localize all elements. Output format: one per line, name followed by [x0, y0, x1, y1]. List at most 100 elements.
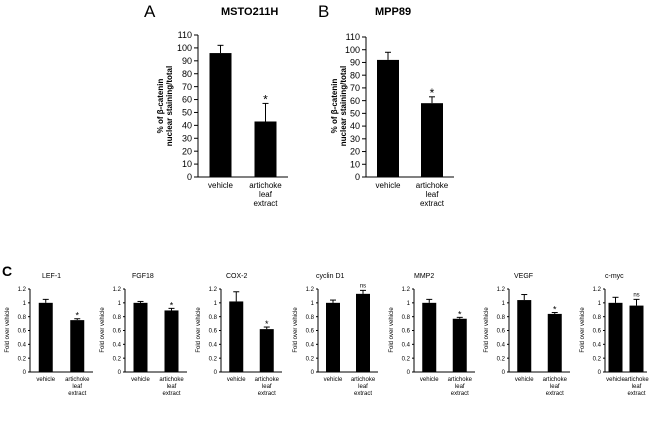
y-axis-label: % of β-cateninnuclear staining/total: [156, 66, 174, 146]
y-tick-label: 100: [345, 45, 360, 55]
bar: [70, 320, 85, 372]
bar: [422, 302, 437, 372]
y-tick-label: 1: [311, 301, 315, 307]
chart-title: VEGF: [514, 273, 533, 280]
bar: [547, 313, 562, 372]
x-tick-label: extract: [68, 391, 86, 397]
x-tick-label: leaf: [455, 384, 465, 390]
chart-cox2: COX-2 Fold over vehicle 0 0.2 0.4 0.6 0.8 1 1.2 v…: [196, 273, 282, 397]
x-tick-label: vehicle: [208, 181, 233, 190]
y-tick-label: 10: [350, 159, 360, 169]
x-tick-label: vehicle: [324, 377, 343, 383]
y-tick-label: 1.2: [593, 287, 602, 293]
y-axis-label: Fold over vehicle: [196, 307, 202, 353]
bar: [608, 302, 623, 372]
y-tick-label: 1: [502, 301, 506, 307]
x-tick-label: leaf: [167, 384, 177, 390]
y-tick-label: 1.2: [18, 287, 27, 293]
y-tick-label: 1.2: [497, 287, 506, 293]
x-tick-label: leaf: [550, 384, 560, 390]
charts-group: MSTO211H % of β-cateninnuclear staining/t…: [5, 6, 649, 397]
x-tick-label: extract: [546, 391, 564, 397]
y-tick-label: 0.6: [497, 329, 506, 335]
bar: [229, 301, 244, 372]
y-axis-label: Fold over vehicle: [293, 307, 299, 353]
significance-asterisk: *: [553, 305, 557, 315]
x-tick-label: extract: [162, 391, 180, 397]
y-tick-label: 0.4: [593, 342, 602, 348]
y-tick-label: 0.2: [497, 356, 506, 362]
y-tick-label: 1.2: [113, 287, 122, 293]
y-tick-label: 1.2: [306, 287, 315, 293]
y-tick-label: 1: [23, 301, 27, 307]
y-tick-label: 0.8: [497, 315, 506, 321]
x-tick-label: leaf: [632, 384, 642, 390]
y-tick-label: 0.8: [18, 315, 27, 321]
y-tick-label: 1: [407, 301, 411, 307]
x-tick-label: extract: [354, 391, 372, 397]
x-tick-label: leaf: [426, 190, 440, 199]
x-tick-label: vehicle: [515, 377, 534, 383]
y-tick-label: 80: [182, 69, 192, 79]
bar: [259, 329, 274, 372]
y-tick-label: 60: [350, 96, 360, 106]
bar: [356, 293, 370, 372]
y-tick-label: 0: [214, 370, 218, 376]
y-tick-label: 0.6: [18, 329, 27, 335]
chart-title: MSTO211H: [221, 6, 278, 18]
bar: [254, 121, 277, 177]
chart-lef1: LEF-1 Fold over vehicle 0 0.2 0.4 0.6 0.8 1 1.2 v…: [5, 273, 93, 397]
y-tick-label: 1: [214, 301, 218, 307]
y-tick-label: 60: [182, 95, 192, 105]
x-tick-label: vehicle: [376, 181, 401, 190]
x-tick-label: vehicle: [606, 377, 625, 383]
y-tick-label: 80: [350, 70, 360, 80]
y-axis-label: % of β-cateninnuclear staining/total: [330, 66, 348, 146]
x-tick-label: extract: [451, 391, 469, 397]
chart-cyclind1: cyclin D1 Fold over vehicle 0 0.2 0.4 0.6 0.8 1…: [293, 273, 378, 397]
y-tick-label: 110: [346, 32, 360, 42]
y-tick-label: 0.4: [497, 342, 506, 348]
chart-title: MPP89: [375, 6, 411, 18]
y-tick-label: 1: [118, 301, 122, 307]
significance-asterisk: *: [75, 311, 79, 321]
y-tick-label: 70: [350, 83, 360, 93]
y-tick-label: 0: [311, 370, 315, 376]
y-tick-label: 30: [350, 134, 360, 144]
x-tick-label: extract: [627, 391, 645, 397]
y-tick-label: 50: [182, 108, 192, 118]
y-axis-label-line: Fold over vehicle: [196, 307, 202, 353]
chart-vegf: VEGF Fold over vehicle 0 0.2 0.4 0.6 0.8 1 1.2 ve…: [484, 273, 570, 397]
significance-asterisk: *: [458, 309, 462, 319]
y-tick-label: 0.2: [402, 356, 411, 362]
chart-msto211h: MSTO211H % of β-cateninnuclear staining/t…: [156, 6, 288, 208]
y-tick-label: 0.6: [593, 329, 602, 335]
significance-ns: ns: [633, 292, 639, 298]
y-axis-label-line: Fold over vehicle: [389, 307, 395, 353]
y-axis-label-line: Fold over vehicle: [100, 307, 106, 353]
panel-letter-c: C: [2, 263, 12, 279]
y-tick-label: 30: [182, 133, 192, 143]
x-tick-label: artichoke: [448, 377, 473, 383]
chart-title: COX-2: [226, 273, 248, 280]
y-tick-label: 20: [182, 146, 192, 156]
bar: [164, 310, 179, 372]
y-tick-label: 0.2: [18, 356, 27, 362]
y-tick-label: 1.2: [402, 287, 411, 293]
bar: [452, 318, 467, 372]
y-tick-label: 50: [350, 109, 360, 119]
significance-asterisk: *: [265, 319, 269, 329]
chart-title: MMP2: [414, 273, 434, 280]
y-axis-label-line: nuclear staining/total: [165, 66, 174, 146]
y-axis-label-line: nuclear staining/total: [339, 66, 348, 146]
x-tick-label: leaf: [259, 190, 273, 199]
y-axis-label: Fold over vehicle: [389, 307, 395, 353]
chart-title: cyclin D1: [316, 273, 345, 280]
y-tick-label: 0.2: [113, 356, 122, 362]
y-tick-label: 0.8: [402, 315, 411, 321]
y-tick-label: 1.2: [209, 287, 218, 293]
y-tick-label: 110: [178, 30, 192, 40]
y-tick-label: 0.4: [402, 342, 411, 348]
y-tick-label: 0.8: [593, 315, 602, 321]
y-tick-label: 0.2: [306, 356, 315, 362]
